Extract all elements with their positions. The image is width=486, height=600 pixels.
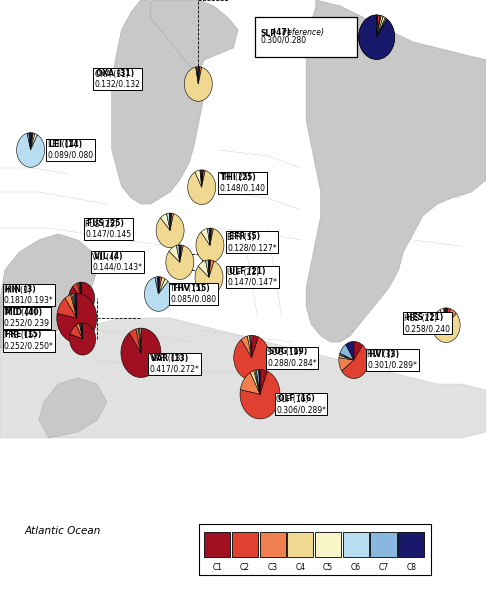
Polygon shape — [0, 318, 486, 438]
Wedge shape — [206, 260, 209, 277]
Wedge shape — [240, 371, 280, 419]
Wedge shape — [340, 353, 354, 360]
Wedge shape — [377, 18, 386, 37]
Wedge shape — [195, 261, 223, 295]
Wedge shape — [158, 277, 162, 294]
Text: VIL (4): VIL (4) — [94, 252, 122, 261]
Wedge shape — [198, 67, 200, 84]
Wedge shape — [57, 293, 97, 343]
Text: HES (21)
0.258/0.240: HES (21) 0.258/0.240 — [404, 314, 451, 333]
Wedge shape — [200, 170, 202, 187]
Wedge shape — [144, 277, 173, 311]
Bar — [343, 532, 369, 557]
Text: MID (40): MID (40) — [5, 308, 42, 317]
Wedge shape — [196, 67, 198, 84]
Wedge shape — [209, 228, 210, 245]
Wedge shape — [197, 67, 198, 84]
Wedge shape — [160, 214, 170, 230]
Wedge shape — [81, 323, 83, 339]
Wedge shape — [31, 133, 32, 150]
Text: 0.300/0.280: 0.300/0.280 — [260, 35, 306, 44]
Wedge shape — [69, 282, 95, 314]
Wedge shape — [377, 16, 381, 37]
Text: (reference): (reference) — [282, 28, 325, 37]
Text: C4: C4 — [295, 563, 305, 572]
Text: VAR (13)
0.417/0.272*: VAR (13) 0.417/0.272* — [150, 355, 200, 374]
Text: OXA (31)
0.132/0.132: OXA (31) 0.132/0.132 — [95, 70, 140, 89]
Wedge shape — [339, 358, 354, 371]
Wedge shape — [377, 17, 385, 37]
Bar — [232, 532, 258, 557]
Text: C5: C5 — [323, 563, 333, 572]
Wedge shape — [340, 344, 354, 360]
Wedge shape — [72, 294, 77, 318]
Wedge shape — [180, 245, 182, 262]
Wedge shape — [129, 329, 141, 353]
Wedge shape — [184, 67, 212, 101]
Text: MID (40)
0.252/0.239: MID (40) 0.252/0.239 — [4, 308, 50, 328]
Polygon shape — [39, 378, 107, 438]
Wedge shape — [377, 16, 381, 37]
Text: SOG (19)
0.288/0.284*: SOG (19) 0.288/0.284* — [267, 348, 317, 367]
Wedge shape — [73, 283, 82, 298]
Text: C7: C7 — [379, 563, 388, 572]
Text: THI (25): THI (25) — [221, 173, 256, 182]
Wedge shape — [79, 323, 83, 339]
Wedge shape — [202, 170, 204, 187]
Wedge shape — [446, 308, 448, 325]
Wedge shape — [180, 245, 181, 262]
Wedge shape — [210, 228, 211, 245]
Wedge shape — [241, 373, 260, 394]
Wedge shape — [158, 277, 159, 294]
Wedge shape — [121, 328, 161, 377]
Wedge shape — [139, 328, 141, 353]
FancyBboxPatch shape — [255, 17, 357, 57]
Text: ULF (21)
0.147/0.147*: ULF (21) 0.147/0.147* — [227, 268, 278, 287]
Wedge shape — [256, 370, 260, 394]
Wedge shape — [377, 15, 378, 37]
Wedge shape — [377, 15, 380, 37]
Text: C6: C6 — [351, 563, 361, 572]
Text: OLF (16): OLF (16) — [278, 394, 314, 403]
Wedge shape — [188, 170, 216, 205]
Wedge shape — [81, 282, 82, 298]
Text: C1: C1 — [212, 563, 222, 572]
Text: THV (15)
0.085/0.080: THV (15) 0.085/0.080 — [170, 284, 216, 304]
Wedge shape — [444, 308, 446, 325]
Wedge shape — [209, 260, 210, 277]
Text: EFR (5): EFR (5) — [229, 232, 260, 241]
Wedge shape — [169, 245, 180, 262]
Text: THI (25)
0.148/0.140: THI (25) 0.148/0.140 — [220, 173, 266, 193]
Wedge shape — [251, 335, 252, 358]
Wedge shape — [202, 170, 205, 187]
Wedge shape — [377, 15, 378, 37]
Text: EFR (5)
0.128/0.127*: EFR (5) 0.128/0.127* — [227, 233, 277, 252]
Wedge shape — [156, 214, 184, 248]
Wedge shape — [260, 370, 267, 394]
Wedge shape — [158, 277, 160, 294]
Bar — [287, 532, 313, 557]
Wedge shape — [179, 245, 180, 262]
Wedge shape — [445, 308, 446, 325]
Wedge shape — [158, 279, 168, 294]
Wedge shape — [31, 133, 35, 150]
Text: VIL (4)
0.144/0.143*: VIL (4) 0.144/0.143* — [92, 253, 142, 272]
Polygon shape — [151, 0, 238, 72]
Text: FRE (15): FRE (15) — [5, 331, 42, 340]
Text: LEI (14)
0.089/0.080: LEI (14) 0.089/0.080 — [48, 140, 94, 160]
Wedge shape — [377, 15, 380, 37]
Wedge shape — [57, 298, 77, 318]
Wedge shape — [196, 67, 198, 84]
Wedge shape — [158, 277, 165, 294]
Wedge shape — [70, 294, 77, 318]
Text: OLF (16)
0.306/0.289*: OLF (16) 0.306/0.289* — [276, 395, 326, 414]
Wedge shape — [31, 133, 33, 150]
Wedge shape — [82, 323, 83, 339]
Wedge shape — [359, 15, 395, 59]
Text: HVI (3): HVI (3) — [369, 350, 399, 359]
Bar — [398, 532, 424, 557]
Wedge shape — [170, 213, 171, 230]
Text: Atlantic Ocean: Atlantic Ocean — [25, 526, 102, 536]
Wedge shape — [74, 293, 77, 318]
Bar — [315, 532, 341, 557]
